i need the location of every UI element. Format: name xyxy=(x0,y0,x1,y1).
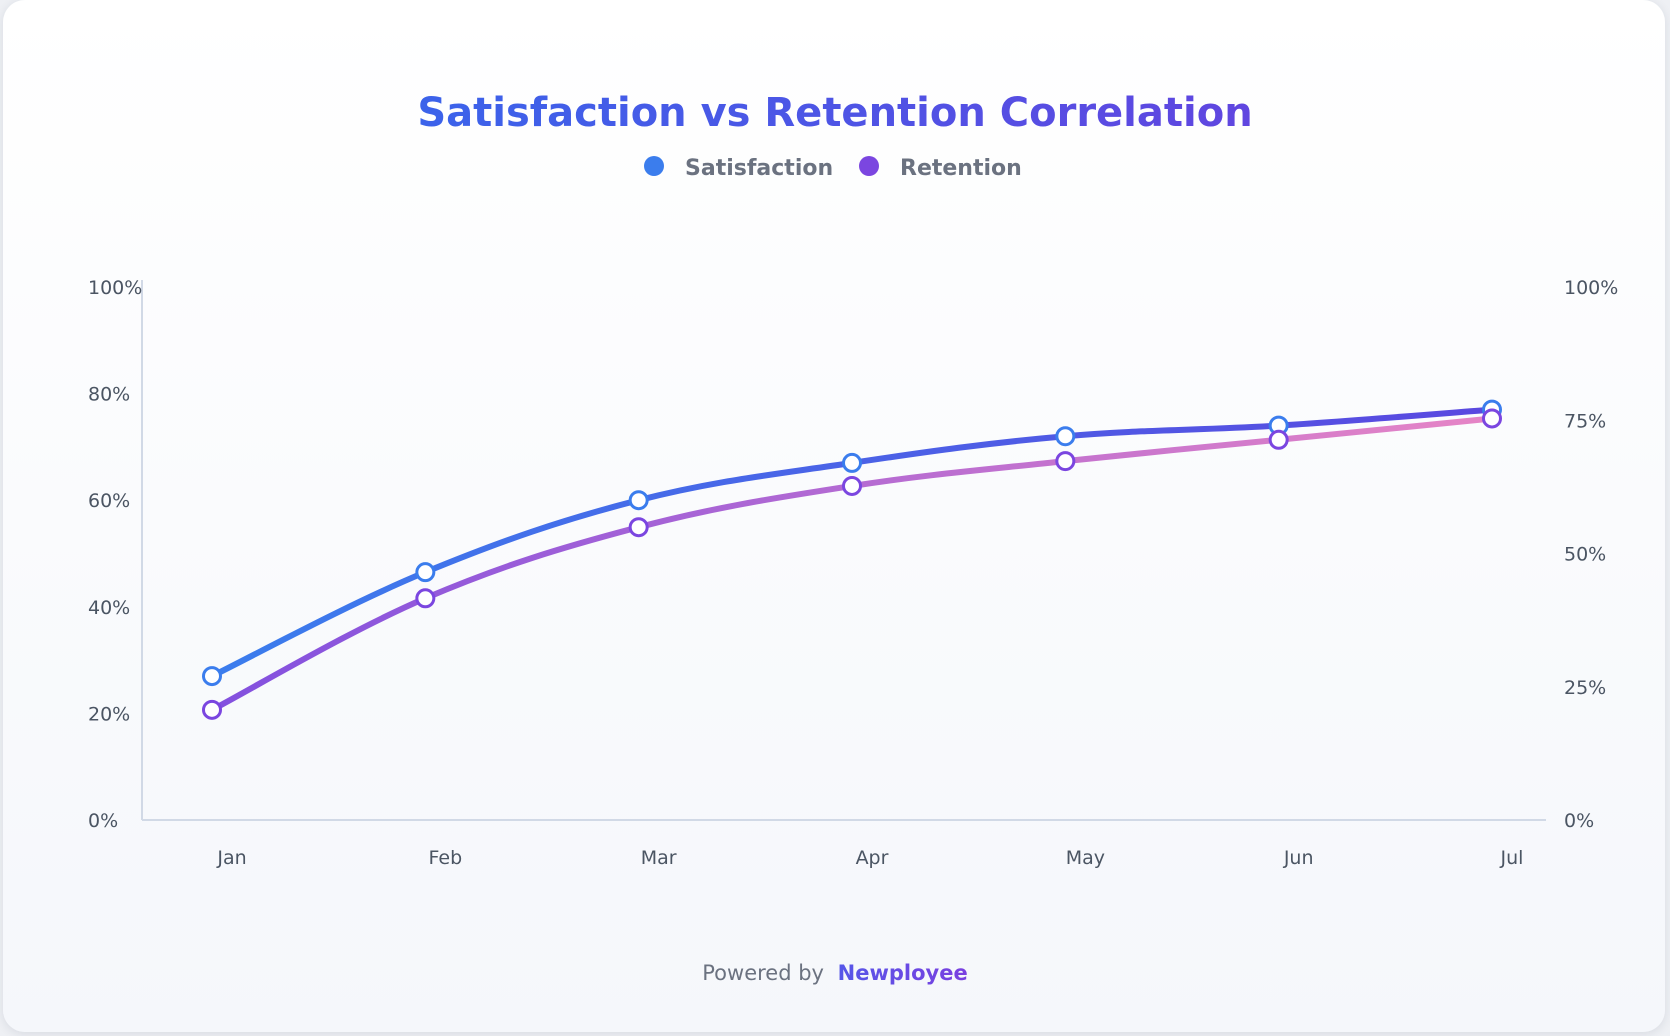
x-tick-label: Apr xyxy=(856,847,889,869)
data-point-retention[interactable] xyxy=(1482,408,1502,429)
legend-label-satisfaction: Satisfaction xyxy=(685,156,833,181)
legend: Satisfaction Retention xyxy=(644,156,1022,181)
y-left-tick-label: 100% xyxy=(88,277,142,299)
footer-brand[interactable]: Newployee xyxy=(838,961,968,985)
data-point-retention[interactable] xyxy=(628,517,649,538)
data-point-satisfaction[interactable] xyxy=(202,666,222,687)
legend-label-retention: Retention xyxy=(900,156,1022,181)
y-left-tick-label: 80% xyxy=(88,384,130,406)
y-right-tick-label: 75% xyxy=(1564,410,1606,432)
chart-card xyxy=(3,0,1665,1032)
y-right-tick-label: 100% xyxy=(1564,277,1618,299)
data-point-satisfaction[interactable] xyxy=(415,562,436,583)
y-right-tick-label: 50% xyxy=(1564,544,1606,566)
chart-title: Satisfaction vs Retention Correlation xyxy=(417,90,1252,136)
footer-prefix: Powered by xyxy=(702,961,824,985)
series-points-satisfaction xyxy=(202,399,1502,687)
y-left-tick-label: 40% xyxy=(88,597,130,619)
data-point-satisfaction[interactable] xyxy=(628,490,649,511)
y-axis-right-ticks: 0% 25% 50% 75% 100% xyxy=(1564,277,1618,832)
y-right-tick-label: 0% xyxy=(1564,810,1594,832)
footer: Powered by Newployee xyxy=(702,961,967,985)
y-right-tick-label: 25% xyxy=(1564,677,1606,699)
data-point-retention[interactable] xyxy=(1268,429,1289,450)
x-axis-ticks: Jan Feb Mar Apr May Jun Jul xyxy=(216,847,1523,869)
data-point-retention[interactable] xyxy=(202,699,222,720)
legend-swatch-satisfaction xyxy=(644,156,664,176)
data-point-satisfaction[interactable] xyxy=(842,452,862,473)
y-left-tick-label: 60% xyxy=(88,490,130,512)
legend-item-satisfaction[interactable]: Satisfaction xyxy=(644,156,833,181)
x-tick-label: May xyxy=(1066,847,1105,869)
series-points-retention xyxy=(202,408,1502,720)
data-point-retention[interactable] xyxy=(415,588,436,609)
series-line-satisfaction xyxy=(209,406,1495,680)
data-point-retention[interactable] xyxy=(1055,451,1076,472)
y-left-tick-label: 0% xyxy=(88,810,118,832)
data-point-satisfaction[interactable] xyxy=(1055,426,1076,447)
data-point-retention[interactable] xyxy=(842,475,862,496)
y-left-tick-label: 20% xyxy=(88,703,130,725)
x-tick-label: Jun xyxy=(1283,847,1314,869)
x-tick-label: Jan xyxy=(216,847,246,869)
x-tick-label: Mar xyxy=(641,847,677,869)
x-tick-label: Feb xyxy=(429,847,463,869)
y-axis-left-ticks: 0% 20% 40% 60% 80% 100% xyxy=(88,277,142,832)
x-tick-label: Jul xyxy=(1500,847,1524,869)
legend-item-retention[interactable]: Retention xyxy=(859,156,1022,181)
legend-swatch-retention xyxy=(859,156,879,176)
